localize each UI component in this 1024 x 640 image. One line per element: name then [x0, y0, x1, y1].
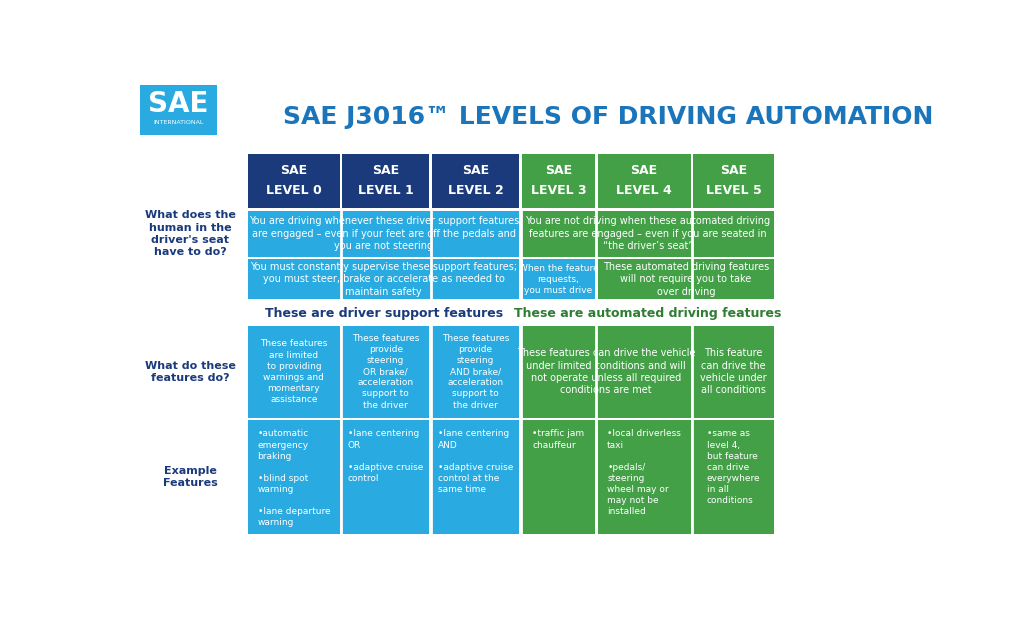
Bar: [432, 154, 519, 208]
Bar: [342, 326, 429, 418]
Text: What do these
features do?: What do these features do?: [144, 360, 236, 383]
Text: These features
provide
steering
AND brake/
acceleration
support to
the driver: These features provide steering AND brak…: [442, 334, 509, 410]
Text: •local driverless
taxi

•pedals/
steering
wheel may or
may not be
installed: •local driverless taxi •pedals/ steering…: [607, 429, 681, 516]
Text: INTERNATIONAL: INTERNATIONAL: [154, 120, 204, 125]
Bar: [598, 154, 690, 208]
Bar: [521, 326, 690, 418]
Text: Example
Features: Example Features: [163, 466, 217, 488]
Bar: [248, 259, 519, 300]
Text: You are not driving when these automated driving
features are engaged – even if : You are not driving when these automated…: [525, 216, 771, 252]
Bar: [248, 211, 519, 257]
Bar: [521, 420, 595, 534]
Text: SAE: SAE: [545, 164, 572, 177]
Text: LEVEL 0: LEVEL 0: [266, 184, 322, 197]
Text: SAE: SAE: [372, 164, 399, 177]
Bar: [521, 211, 774, 257]
Text: LEVEL 4: LEVEL 4: [616, 184, 672, 197]
Bar: [342, 420, 429, 534]
Bar: [432, 420, 519, 534]
Text: •automatic
emergency
braking

•blind spot
warning

•lane departure
warning: •automatic emergency braking •blind spot…: [258, 429, 330, 527]
Text: What does the
human in the
driver's seat
have to do?: What does the human in the driver's seat…: [144, 211, 236, 257]
Bar: [139, 84, 217, 134]
Bar: [248, 420, 340, 534]
Text: These features
are limited
to providing
warnings and
momentary
assistance: These features are limited to providing …: [260, 339, 328, 404]
Text: These features
provide
steering
OR brake/
acceleration
support to
the driver: These features provide steering OR brake…: [352, 334, 420, 410]
Bar: [598, 259, 774, 300]
Text: These are automated driving features: These are automated driving features: [514, 307, 781, 321]
Text: LEVEL 1: LEVEL 1: [357, 184, 414, 197]
Text: SAE: SAE: [462, 164, 489, 177]
Bar: [248, 154, 340, 208]
Text: SAE: SAE: [281, 164, 307, 177]
Text: You must constantly supervise these support features;
you must steer, brake or a: You must constantly supervise these supp…: [250, 262, 517, 297]
Text: LEVEL 3: LEVEL 3: [530, 184, 587, 197]
Text: SAE: SAE: [148, 90, 209, 118]
Text: SAE: SAE: [720, 164, 748, 177]
Text: This feature
can drive the
vehicle under
all conditions: This feature can drive the vehicle under…: [700, 348, 767, 396]
Text: These automated driving features
will not require you to take
over driving: These automated driving features will no…: [603, 262, 769, 297]
Text: SAE J3016™ LEVELS OF DRIVING AUTOMATION: SAE J3016™ LEVELS OF DRIVING AUTOMATION: [283, 105, 933, 129]
Text: •traffic jam
chauffeur: •traffic jam chauffeur: [532, 429, 585, 449]
Bar: [342, 154, 429, 208]
Bar: [521, 154, 595, 208]
Text: LEVEL 5: LEVEL 5: [706, 184, 762, 197]
Text: •lane centering
OR

•adaptive cruise
control: •lane centering OR •adaptive cruise cont…: [348, 429, 423, 483]
Bar: [521, 259, 595, 300]
Text: •same as
level 4,
but feature
can drive
everywhere
in all
conditions: •same as level 4, but feature can drive …: [707, 429, 761, 505]
Text: You are driving whenever these driver support features
are engaged – even if you: You are driving whenever these driver su…: [249, 216, 519, 252]
Text: LEVEL 2: LEVEL 2: [447, 184, 504, 197]
Bar: [693, 154, 774, 208]
Bar: [248, 326, 340, 418]
Bar: [693, 326, 774, 418]
Bar: [598, 420, 690, 534]
Text: When the feature
requests,
you must drive: When the feature requests, you must driv…: [519, 264, 598, 295]
Text: These features can drive the vehicle
under limited conditions and will
not opera: These features can drive the vehicle und…: [517, 348, 695, 396]
Text: •lane centering
AND

•adaptive cruise
control at the
same time: •lane centering AND •adaptive cruise con…: [438, 429, 513, 494]
Bar: [432, 326, 519, 418]
Bar: [693, 420, 774, 534]
Text: SAE: SAE: [631, 164, 657, 177]
Text: These are driver support features: These are driver support features: [264, 307, 503, 321]
